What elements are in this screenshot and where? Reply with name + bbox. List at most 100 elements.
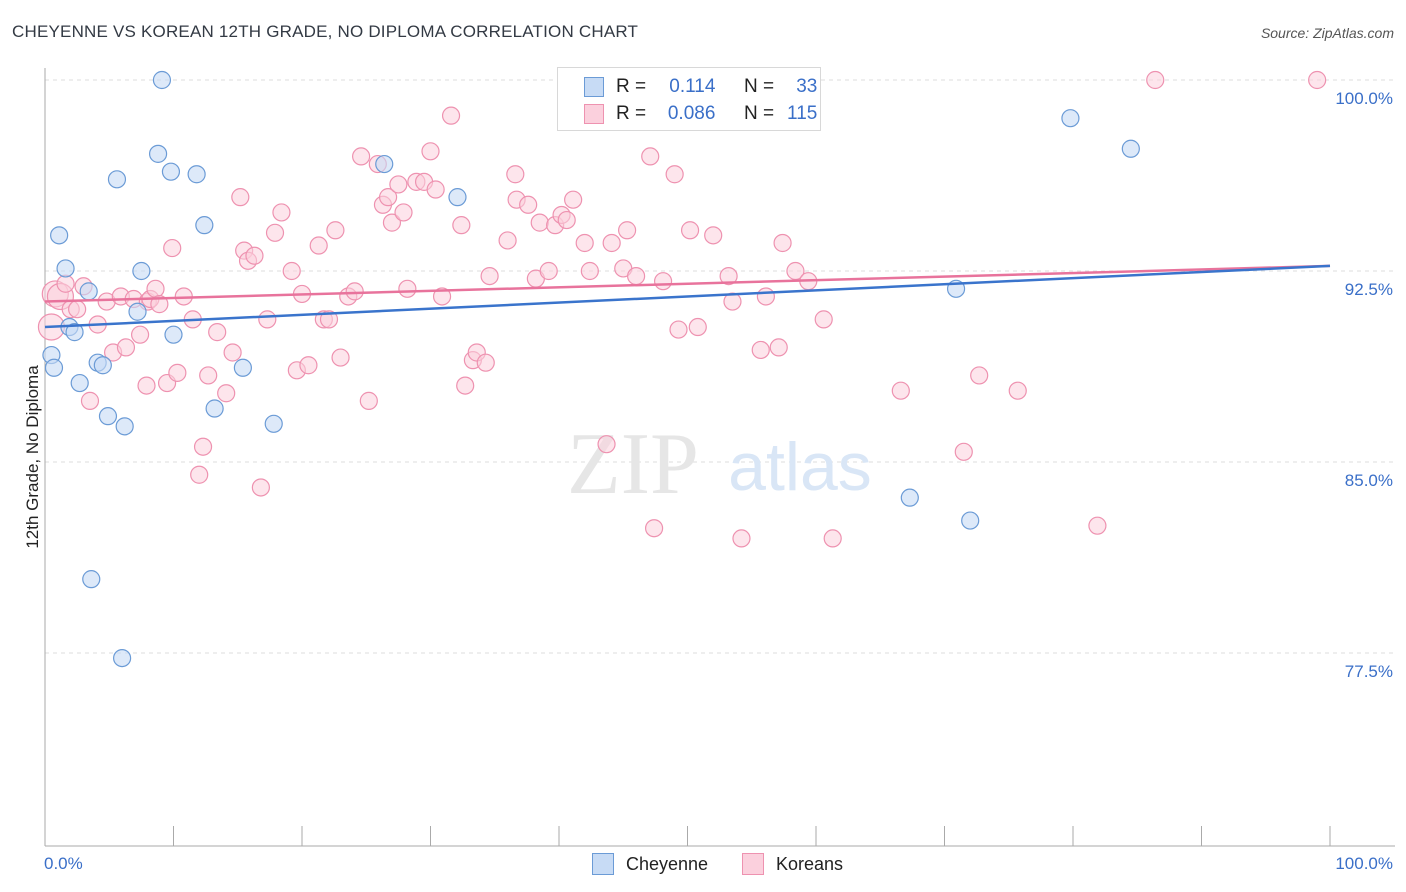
tick-labels: 77.5% 85.0% 92.5% 100.0% 0.0% 100.0% [44, 89, 1393, 873]
cheyenne-point [98, 407, 118, 426]
korean-point [1008, 381, 1027, 400]
cheyenne-point [187, 165, 206, 184]
korean-trend-line [44, 264, 1331, 303]
korean-point [217, 384, 236, 403]
korean-point [382, 213, 402, 232]
cheyenne-point [132, 261, 151, 281]
korean-point [394, 203, 413, 222]
korean-point [331, 348, 350, 367]
korean-point [378, 188, 398, 207]
korean-point [618, 221, 637, 240]
cheyenne-point [44, 358, 64, 377]
korean-point [688, 317, 707, 337]
cheyenne-point [164, 325, 183, 344]
korean-point [68, 300, 87, 319]
chart-title: CHEYENNE VS KOREAN 12TH GRADE, NO DIPLOM… [12, 22, 639, 41]
korean-point [265, 223, 285, 242]
korean-point [345, 282, 364, 301]
y-axis-label: 12th Grade, No Diploma [23, 365, 42, 549]
korean-point [282, 261, 301, 281]
axes [44, 68, 1395, 847]
cheyenne-point [264, 414, 283, 433]
korean-point [441, 106, 461, 125]
cheyenne-swatch [584, 77, 604, 97]
bottom-legend-koreans: Koreans [742, 852, 843, 876]
cheyenne-point [79, 282, 98, 301]
korean-point [751, 340, 770, 360]
korean-point [769, 338, 788, 357]
korean-point [1308, 70, 1327, 90]
r-label: R = [616, 76, 647, 97]
x-tick-label: 0.0% [44, 854, 83, 873]
korean-point [580, 261, 599, 281]
korean-point [498, 231, 517, 250]
bottom-legend-cheyenne: Cheyenne [592, 852, 708, 876]
korean-legend-swatch [742, 853, 764, 875]
korean-point [193, 437, 213, 456]
korean-point [309, 236, 328, 255]
korean-point [150, 295, 169, 314]
cheyenne-point [375, 154, 394, 174]
n-label: N = [743, 76, 775, 97]
cheyenne-points [42, 70, 1140, 668]
x-tick-label: 100.0% [1335, 854, 1393, 873]
korean-point [231, 188, 250, 207]
korean-point [626, 266, 646, 286]
cheyenne-point [152, 70, 172, 90]
cheyenne-point [65, 323, 84, 342]
cheyenne-point [1121, 139, 1140, 158]
cheyenne-point [961, 511, 980, 530]
korean-point [299, 356, 318, 375]
y-tick-label: 100.0% [1335, 89, 1393, 108]
y-tick-label: 92.5% [1345, 280, 1393, 299]
korean-point [80, 391, 100, 410]
korean-point [669, 320, 688, 339]
n-value: 33 [796, 76, 818, 97]
cheyenne-point [900, 488, 919, 507]
cheyenne-legend-label: Cheyenne [626, 853, 709, 874]
cheyenne-point [93, 356, 112, 375]
korean-point [557, 210, 576, 230]
korean-point [823, 529, 842, 548]
korean-point [223, 343, 242, 362]
n-value: 115 [787, 103, 818, 124]
korean-point [319, 310, 339, 329]
r-value: 0.114 [669, 76, 716, 97]
cheyenne-point [1061, 109, 1080, 128]
cheyenne-point [205, 399, 224, 418]
cheyenne-point [128, 302, 147, 321]
cheyenne-legend-swatch [592, 853, 614, 875]
cheyenne-point [50, 226, 69, 245]
korean-point [723, 292, 742, 311]
korean-point [597, 435, 616, 454]
korean-point [389, 175, 408, 194]
korean-point [644, 519, 664, 538]
korean-point [421, 142, 440, 161]
cheyenne-point [56, 259, 75, 278]
korean-point [564, 190, 583, 209]
korean-point [272, 203, 291, 222]
korean-point [756, 287, 775, 306]
korean-point [814, 310, 833, 329]
korean-points [37, 70, 1327, 548]
cheyenne-point [448, 188, 467, 207]
korean-point [359, 391, 378, 410]
cheyenne-point [161, 162, 181, 181]
n-label: N = [743, 103, 775, 124]
korean-point [653, 272, 673, 291]
y-tick-label: 77.5% [1345, 662, 1393, 681]
korean-point [602, 233, 621, 253]
r-label: R = [616, 103, 647, 124]
cheyenne-point [70, 373, 89, 393]
korean-point [426, 180, 445, 199]
korean-point [732, 529, 751, 548]
korean-point [163, 238, 182, 258]
cheyenne-point [115, 417, 134, 436]
r-value: 0.086 [667, 103, 716, 124]
korean-point [251, 478, 270, 497]
korean-point [130, 325, 150, 344]
source-credit: Source: ZipAtlas.com [1260, 25, 1394, 41]
korean-point [190, 465, 209, 484]
korean-point [954, 442, 973, 461]
